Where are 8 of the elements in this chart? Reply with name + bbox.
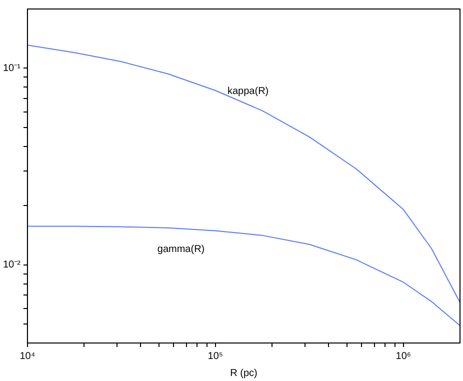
annotation: kappa(R) <box>227 86 269 97</box>
annotation: gamma(R) <box>157 244 205 255</box>
x-axis-title: R (pc) <box>230 368 258 379</box>
x-tick-label: 10⁴ <box>20 350 36 362</box>
y-tick-label: 10⁻² <box>3 260 22 271</box>
x-tick-label: 10⁵ <box>208 350 224 362</box>
x-tick-label: 10⁶ <box>396 350 412 362</box>
y-tick-label: 10⁻¹ <box>3 62 22 74</box>
